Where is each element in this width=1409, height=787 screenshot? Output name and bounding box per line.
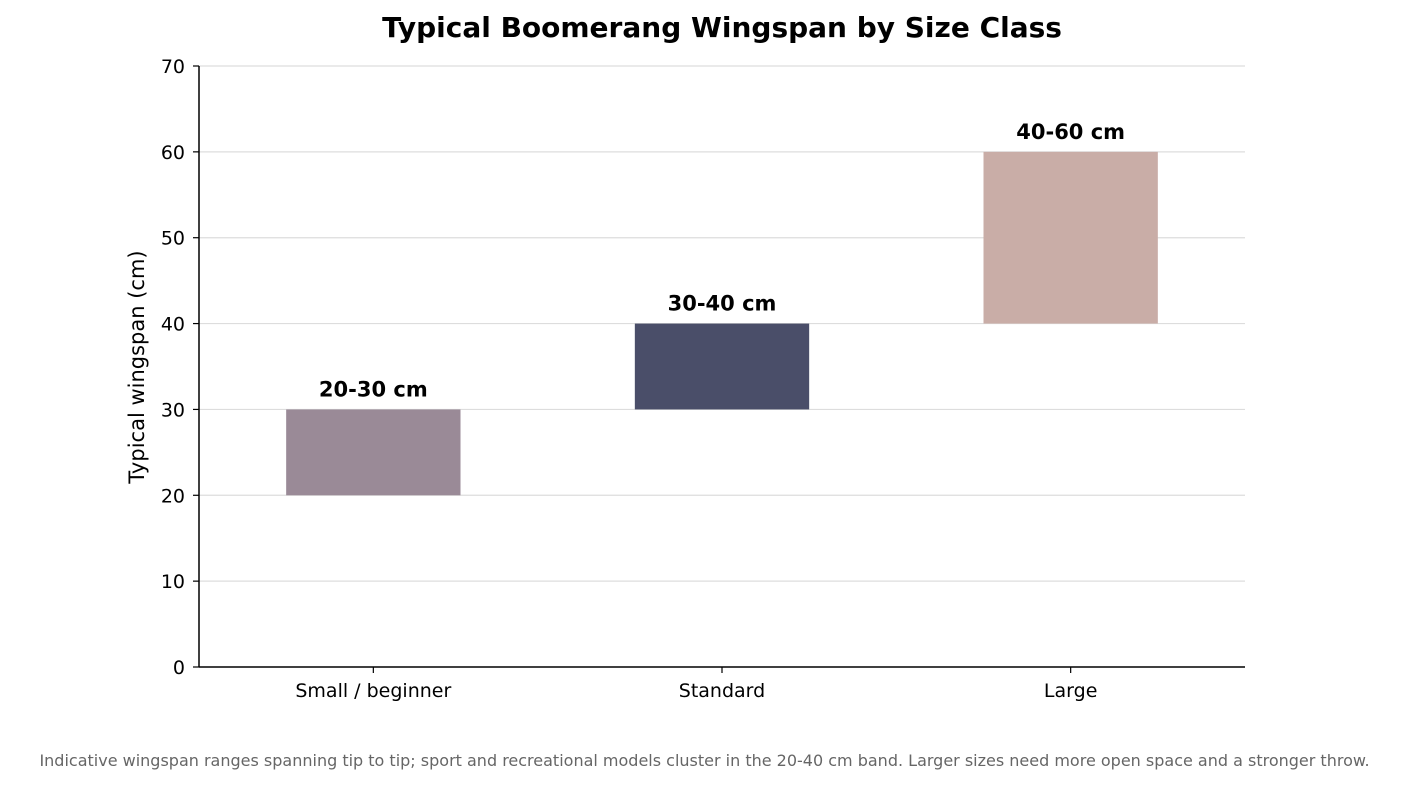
chart-title: Typical Boomerang Wingspan by Size Class (382, 11, 1062, 44)
y-tick-label: 70 (161, 56, 185, 78)
data-label: 40-60 cm (1016, 120, 1125, 144)
bar (634, 323, 810, 410)
data-labels: 20-30 cm 30-40 cm 40-60 cm (319, 120, 1125, 402)
x-tick-label: Standard (679, 680, 765, 702)
bar-chart: Typical Boomerang Wingspan by Size Class… (125, 11, 1245, 702)
x-tick-label: Large (1044, 680, 1097, 702)
y-tick-label: 30 (161, 399, 185, 421)
bars (286, 151, 1158, 496)
x-tick-label: Small / beginner (295, 680, 451, 702)
data-label: 30-40 cm (668, 292, 777, 316)
bar (983, 151, 1158, 324)
y-tick-label: 20 (161, 485, 185, 507)
y-axis-title: Typical wingspan (cm) (125, 250, 149, 484)
y-tick-label: 0 (173, 657, 185, 679)
data-label: 20-30 cm (319, 377, 428, 401)
chart-footnote: Indicative wingspan ranges spanning tip … (39, 751, 1370, 770)
y-tick-label: 40 (161, 314, 185, 336)
y-tick-label: 60 (161, 142, 185, 164)
y-ticks: 0 10 20 30 40 50 60 70 (161, 56, 199, 679)
y-tick-label: 10 (161, 571, 185, 593)
y-tick-label: 50 (161, 228, 185, 250)
x-ticks: Small / beginner Standard Large (295, 667, 1097, 702)
bar (286, 409, 461, 496)
